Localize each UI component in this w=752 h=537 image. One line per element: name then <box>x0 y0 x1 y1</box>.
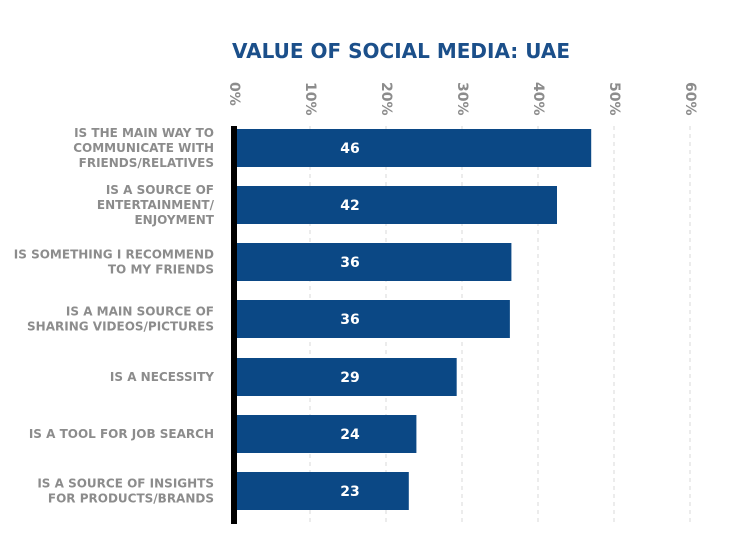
x-tick-label: 30% <box>454 82 470 116</box>
category-label: IS A MAIN SOURCE OF <box>66 305 214 319</box>
category-label: TO MY FRIENDS <box>108 263 214 277</box>
category-label: IS THE MAIN WAY TO <box>74 126 214 140</box>
x-tick-label: 40% <box>530 82 546 116</box>
category-label: IS A TOOL FOR JOB SEARCH <box>29 427 214 441</box>
bar-value-label: 46 <box>340 141 359 157</box>
x-axis-ticks: 0% 10% 20% 30% 40% 50% 60% <box>226 82 698 116</box>
bar-value-label: 23 <box>340 484 359 500</box>
category-label: IS A SOURCE OF INSIGHTS <box>37 477 214 491</box>
bar-value-label: 29 <box>340 370 359 386</box>
category-label: IS A NECESSITY <box>110 370 214 384</box>
bar <box>234 186 557 224</box>
category-label: ENJOYMENT <box>134 213 214 227</box>
bar <box>234 300 510 338</box>
bar <box>234 358 457 396</box>
bar <box>234 243 512 281</box>
category-label: ENTERTAINMENT/ <box>97 198 215 212</box>
category-label: FRIENDS/RELATIVES <box>79 156 214 170</box>
bar-value-label: 36 <box>340 312 359 328</box>
x-tick-label: 20% <box>378 82 394 116</box>
chart-title: VALUE OF SOCIAL MEDIA: UAE <box>232 39 570 63</box>
bar <box>234 129 592 167</box>
category-label: IS A SOURCE OF <box>106 183 214 197</box>
bars: 46 42 36 36 29 24 23 <box>234 129 592 510</box>
bar <box>234 472 409 510</box>
x-tick-label: 50% <box>606 82 622 116</box>
bar-value-label: 36 <box>340 255 359 271</box>
x-tick-label: 60% <box>682 82 698 116</box>
bar <box>234 415 417 453</box>
x-tick-label: 10% <box>302 82 318 116</box>
category-label: COMMUNICATE WITH <box>73 141 214 155</box>
category-label: FOR PRODUCTS/BRANDS <box>48 492 214 506</box>
bar-value-label: 24 <box>340 427 360 443</box>
bar-value-label: 42 <box>340 198 359 214</box>
category-label: IS SOMETHING I RECOMMEND <box>14 248 214 262</box>
category-label: SHARING VIDEOS/PICTURES <box>27 320 214 334</box>
x-tick-label: 0% <box>226 82 242 106</box>
